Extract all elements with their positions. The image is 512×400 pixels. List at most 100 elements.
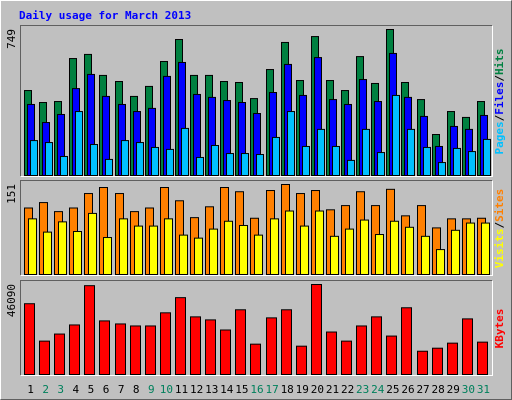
x-tick-label: 26 [401,383,414,396]
bar [302,145,310,177]
x-tick-label: 8 [133,383,140,396]
bar [145,325,156,376]
bar [466,222,475,275]
bar [149,225,158,275]
y-tick-label: 46090 [5,284,18,317]
bar [224,220,233,276]
bar [423,146,431,177]
legend-item: Files [493,82,506,115]
bar [375,234,384,275]
bar [272,136,280,176]
bar [300,225,309,275]
x-tick-label: 21 [326,383,339,396]
bar [296,345,307,376]
bar [119,218,128,276]
bar [432,347,443,376]
bar [69,324,80,376]
y-tick-label: 151 [5,184,18,204]
bar [179,234,188,275]
bar [151,146,159,177]
bar [75,111,83,176]
bar [371,316,382,376]
legend: Pages/Files/Hits [493,49,506,155]
legend-item: Hits [493,49,506,76]
bar [160,312,171,375]
bar [436,249,445,275]
bar [39,340,50,376]
bar [99,320,110,375]
legend-separator: / [493,222,506,229]
panel-dark [20,25,493,177]
bar [462,318,473,375]
panel-dark [20,280,493,376]
bar [483,138,491,176]
bar [417,350,428,375]
bar [377,152,385,177]
bar [453,147,461,177]
bar [241,153,249,176]
x-tick-label: 19 [296,383,309,396]
bar [315,210,324,275]
bar [196,156,204,176]
bar [175,297,186,375]
bar [239,224,248,275]
bar [311,284,322,375]
x-tick-label: 17 [265,383,278,396]
legend-item: Visits [493,229,506,269]
bar [24,303,35,375]
x-tick-label: 7 [118,383,125,396]
chart-title: Daily usage for March 2013 [19,9,191,22]
x-tick-label: 14 [220,383,234,396]
bar [166,148,174,177]
bar [194,237,203,275]
bar [205,319,216,375]
bar [362,128,370,177]
bar [58,221,67,276]
x-tick-label: 27 [416,383,429,396]
bar [181,127,189,177]
bar [209,228,218,275]
x-tick-label: 24 [371,383,385,396]
bar [90,144,98,176]
bar [438,162,446,176]
bar [134,225,143,275]
bar [270,218,279,276]
bar [226,153,234,176]
bar [356,325,367,376]
x-tick-label: 20 [311,383,324,396]
x-tick-label: 6 [103,383,110,396]
legend: KBytes [493,309,506,349]
x-tick-label: 13 [205,383,218,396]
legend-item: Pages [493,121,506,154]
bar [347,159,355,176]
x-tick-label: 4 [73,383,80,396]
legend-item: Sites [493,189,506,222]
bar [326,331,337,375]
bar [481,222,490,275]
x-tick-label: 16 [250,383,263,396]
x-tick-label: 22 [341,383,354,396]
bar [105,158,113,176]
x-tick-label: 15 [235,383,248,396]
x-tick-label: 23 [356,383,369,396]
bar [136,142,144,176]
bar [401,307,412,376]
x-tick-label: 25 [386,383,399,396]
bar [254,234,263,275]
bar [45,142,53,176]
legend-separator: / [493,114,506,121]
bar [447,342,458,375]
x-tick-label: 1 [27,383,34,396]
panel-light [20,180,493,276]
bar [285,210,294,275]
bar [220,329,231,375]
bar [30,140,38,176]
bar [54,333,65,376]
bar [451,229,460,276]
bar [477,341,488,375]
x-tick-label: 29 [447,383,460,396]
panel-dark [20,180,493,276]
